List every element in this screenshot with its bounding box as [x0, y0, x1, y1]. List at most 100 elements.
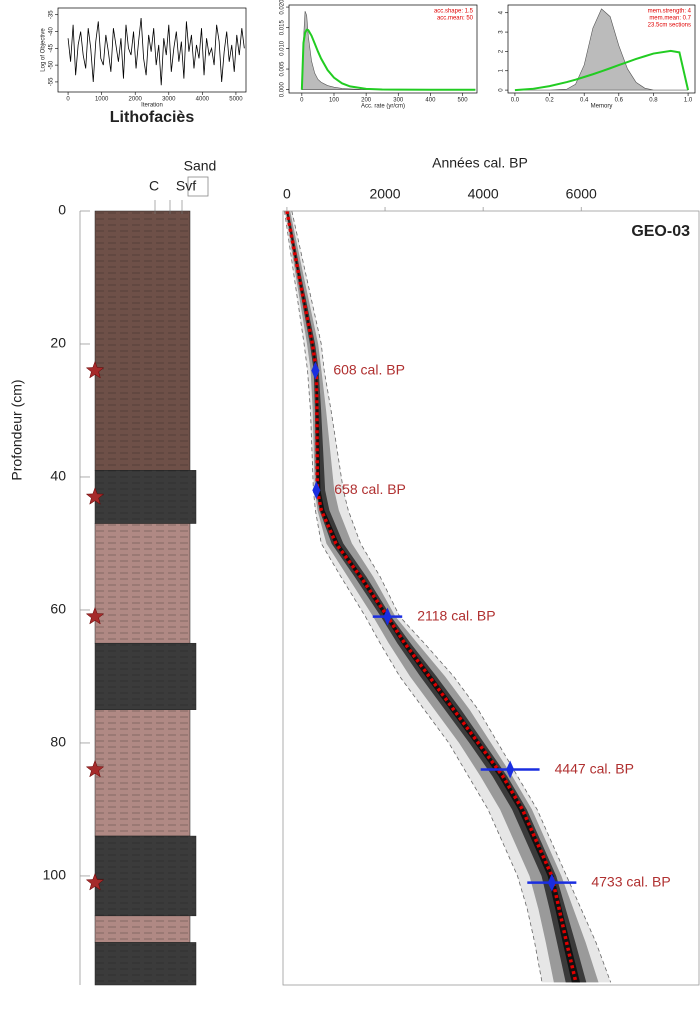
- y-tick-label: 4: [499, 10, 505, 14]
- y-tick-label: 60: [50, 601, 66, 617]
- range-line: [284, 210, 543, 983]
- layer-hatch: [95, 211, 190, 471]
- x-tick-label: 500: [458, 98, 469, 104]
- median-line: [285, 210, 578, 983]
- y-tick-label: 20: [50, 335, 66, 351]
- y-tick-label: 100: [43, 867, 67, 883]
- x-axis-label: Iteration: [141, 103, 163, 109]
- uncertainty-shade: [284, 211, 611, 983]
- date-label: 658 cal. BP: [334, 481, 406, 497]
- prior-line: [514, 49, 690, 92]
- y-tick-label: 40: [50, 468, 66, 484]
- plot-frame: [507, 4, 696, 94]
- annotation: mem.strength: 4: [648, 9, 692, 15]
- trace-line: [67, 18, 245, 86]
- annotation: 23.5cm sections: [648, 23, 691, 29]
- uncertainty-shade: [285, 211, 599, 983]
- range-line: [291, 210, 612, 983]
- y-tick-label: -35: [49, 10, 55, 19]
- y-tick-label: 0.000: [280, 82, 286, 98]
- y-tick-label: 2: [499, 49, 505, 53]
- y-tick-label: 1: [499, 68, 505, 72]
- posterior-area: [514, 8, 689, 91]
- sample-star: [85, 487, 105, 505]
- y-tick-label: -40: [49, 27, 55, 36]
- sample-star: [85, 360, 105, 379]
- date-marker: [506, 760, 515, 779]
- x-axis-label: Memory: [591, 104, 613, 110]
- x-tick-label: 4000: [196, 97, 210, 103]
- x-tick-label: 1000: [95, 97, 109, 103]
- x-tick-label: 0.0: [511, 98, 520, 104]
- date-marker: [311, 361, 320, 380]
- grain-label: Svf: [176, 178, 196, 194]
- annotation: mem.mean: 0.7: [649, 16, 691, 22]
- uncertainty-shade: [286, 211, 581, 983]
- layer-hatch: [95, 915, 190, 943]
- date-label: 4447 cal. BP: [555, 760, 634, 776]
- date-marker: [312, 481, 321, 500]
- y-tick-label: 0.005: [280, 61, 286, 77]
- y-tick-label: 0.010: [280, 40, 286, 56]
- y-tick-label: 0.020: [280, 0, 286, 15]
- date-marker: [383, 607, 392, 626]
- uncertainty-shade: [286, 211, 587, 983]
- layer-hatch: [95, 942, 196, 985]
- y-tick-label: -55: [49, 77, 55, 86]
- date-label: 2118 cal. BP: [417, 607, 495, 623]
- x-tick-label: 300: [393, 98, 404, 104]
- sample-star: [85, 759, 105, 778]
- date-label: 608 cal. BP: [333, 361, 405, 377]
- y-tick-label: -45: [49, 43, 55, 52]
- x-tick-label: 0: [66, 97, 70, 103]
- annotation: acc.shape: 1.5: [434, 9, 474, 15]
- y-tick-label: 0: [58, 202, 66, 218]
- y-tick-label: 0.015: [280, 20, 286, 36]
- plot-frame: [288, 4, 478, 94]
- y-tick-label: 3: [499, 30, 505, 34]
- layer-hatch: [95, 709, 190, 837]
- x-tick-label: 6000: [566, 186, 597, 202]
- annotation: acc.mean: 50: [437, 16, 474, 22]
- x-tick-label: 0.2: [545, 98, 554, 104]
- x-axis-label: Acc. rate (yr/cm): [361, 104, 405, 110]
- y-tick-label: 80: [50, 734, 66, 750]
- layer-hatch: [95, 470, 196, 524]
- x-tick-label: 100: [329, 98, 340, 104]
- grain-label: C: [149, 178, 159, 194]
- x-tick-label: 2000: [129, 97, 143, 103]
- x-tick-label: 0.8: [649, 98, 658, 104]
- y-axis-label: Log of Objective: [41, 28, 47, 72]
- x-tick-label: 4000: [468, 186, 499, 202]
- x-tick-label: 3000: [162, 97, 176, 103]
- posterior-area: [301, 11, 476, 90]
- date-label: 4733 cal. BP: [591, 873, 670, 889]
- prior-line: [300, 28, 476, 91]
- x-axis-label: Années cal. BP: [432, 155, 528, 171]
- x-tick-label: 2000: [369, 186, 400, 202]
- lithology-title: Lithofaciès: [110, 109, 195, 126]
- sample-star: [85, 872, 105, 891]
- layer-hatch: [95, 523, 190, 644]
- grain-label: Sand: [184, 158, 217, 174]
- x-tick-label: 400: [425, 98, 436, 104]
- x-tick-label: 0.6: [615, 98, 624, 104]
- layer-hatch: [95, 643, 196, 710]
- x-tick-label: 200: [361, 98, 372, 104]
- x-tick-label: 5000: [229, 97, 243, 103]
- x-tick-label: 0: [283, 186, 291, 202]
- plot-frame: [282, 210, 700, 986]
- layer-hatch: [95, 836, 196, 916]
- y-tick-label: 0: [499, 88, 505, 92]
- y-axis-label: Profondeur (cm): [9, 379, 25, 480]
- sample-star: [85, 606, 105, 625]
- date-marker: [547, 873, 556, 892]
- x-tick-label: 0: [300, 98, 304, 104]
- grain-box: [187, 176, 209, 197]
- x-tick-label: 1.0: [684, 98, 693, 104]
- plot-frame: [57, 7, 247, 93]
- y-tick-label: -50: [49, 60, 55, 69]
- core-title: GEO-03: [631, 223, 690, 240]
- x-tick-label: 0.4: [580, 98, 589, 104]
